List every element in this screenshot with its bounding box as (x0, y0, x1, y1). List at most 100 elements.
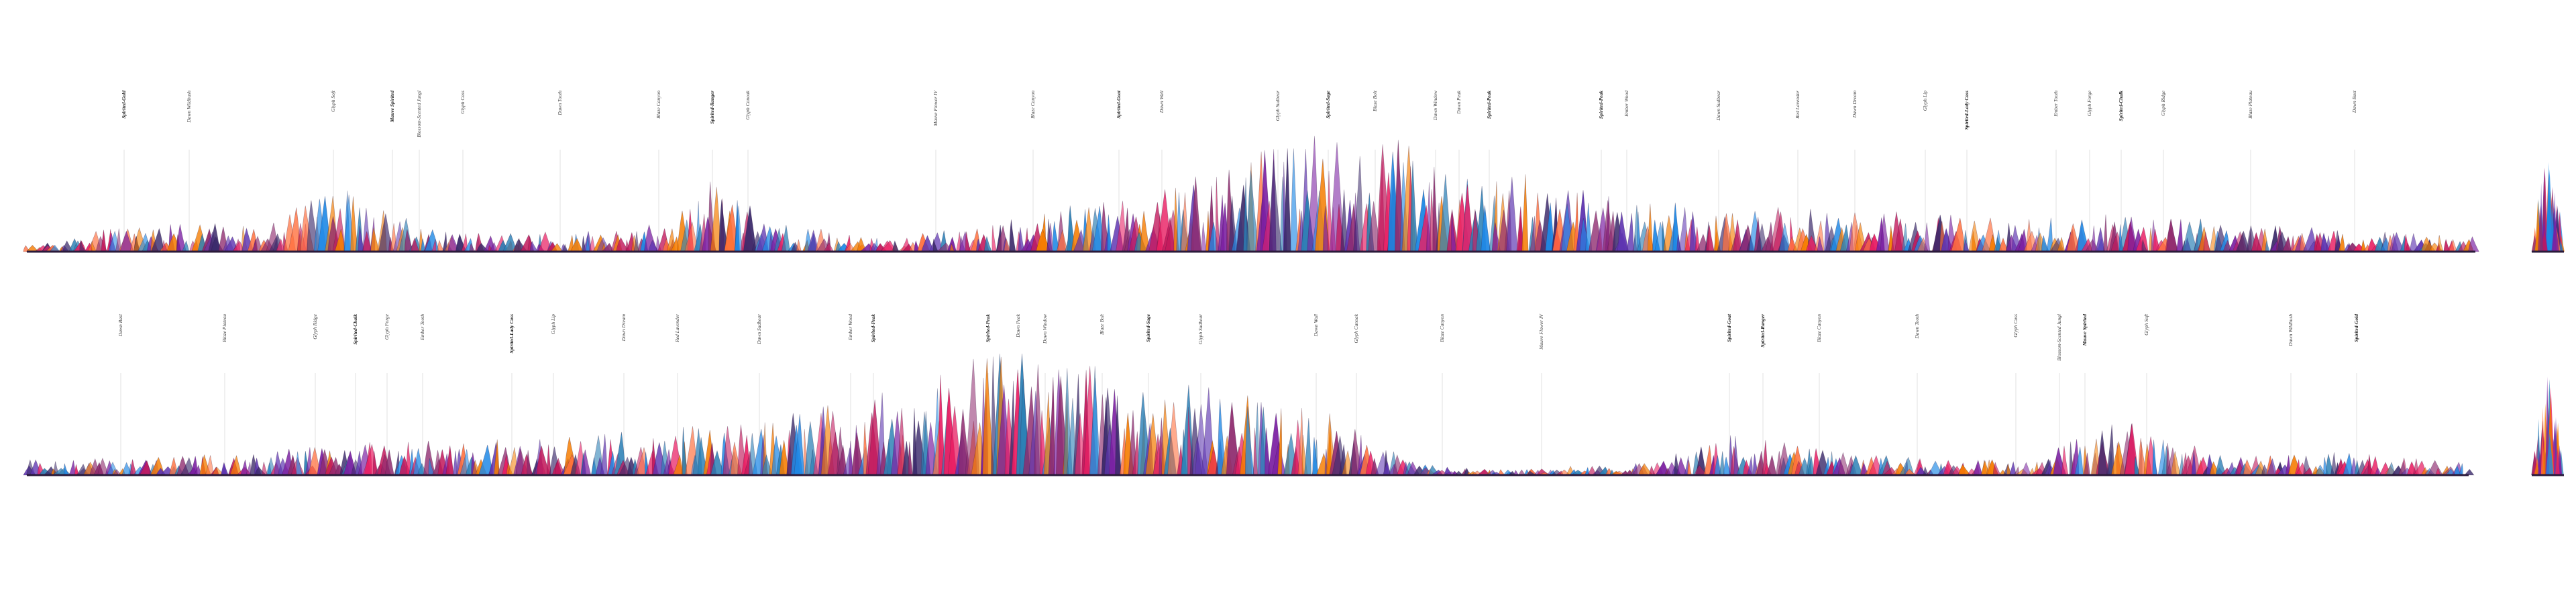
ridge-spike (2176, 219, 2184, 252)
ridge-label: Ember Tooth (419, 314, 425, 341)
ridge-spike (1107, 214, 1113, 252)
ridge-spike (2097, 430, 2108, 476)
ridge-spike (570, 238, 584, 252)
ridge-label: Spirited-Peak (985, 314, 991, 342)
ridge-spike (64, 463, 70, 476)
ridge-label: Blaze Canyon (1816, 314, 1822, 342)
ridge-label: Ember Wood (847, 314, 853, 341)
thumbnail-spike (2546, 433, 2554, 475)
ridge-spike (493, 439, 500, 476)
ridge-label: Spirited-Peak (1598, 91, 1604, 119)
ridge-label: Dawn Sudbear (756, 314, 762, 345)
ridge-label: Glyph Soft (2143, 313, 2149, 336)
ridge-spike (1766, 455, 1777, 476)
ridge-spike (2103, 214, 2108, 252)
ridge-spike (1992, 462, 2002, 476)
ridge-spike (796, 239, 802, 252)
ridge-label: Dawn Wall (1159, 91, 1165, 113)
ridge-spike (2170, 451, 2181, 476)
ridge-spike (2427, 460, 2443, 476)
ridge-spike (1521, 174, 1529, 252)
thumbnail-spike (2545, 185, 2553, 252)
ridge-label: Spirited-Chalk (2118, 91, 2124, 121)
ridge-spike (527, 450, 533, 476)
ridge-label: Blossom-Scented Jungl (416, 91, 422, 138)
ridge-spike (2084, 452, 2090, 476)
ridge-label: Dawn Peak (1015, 313, 1021, 338)
ridge-spike (469, 242, 476, 252)
ridge-label: Glyph Forge (384, 313, 390, 340)
ridge-label: Spirited-Peak (870, 314, 876, 342)
ridge-spike (1973, 459, 1983, 476)
ridge-spike (91, 241, 97, 252)
ridge-spike (585, 235, 590, 252)
ridge-spike (2057, 236, 2065, 252)
ridge-label: Glyph Lip (550, 314, 556, 334)
ridge-spike (49, 244, 60, 252)
ridge-label: Glyph Forge (2086, 90, 2092, 116)
ridge-label: Spirited-Lady Cass (508, 314, 515, 354)
ridge-spike (68, 460, 76, 476)
ridge-spike (2302, 467, 2313, 476)
ridge-spike (983, 236, 992, 252)
side-thumbnails (2531, 162, 2565, 476)
ridge-label: Dawn Dream (1851, 90, 1858, 118)
ridge-label: Spirited-Chalk (352, 314, 358, 345)
ridge-label: Glyph Ridge (312, 313, 318, 339)
ridge-spike (1303, 417, 1312, 476)
ridge-label: Blaze Canyon (1030, 91, 1036, 119)
ridge-spike (1481, 205, 1491, 252)
ridge-spike (2074, 446, 2084, 476)
ridge-spike (2191, 450, 2197, 476)
ridge-spike (221, 462, 229, 476)
thumbnail-spike (2551, 217, 2559, 252)
ridge-spike (1215, 176, 1220, 252)
ridge-label: Blaze Canyon (1439, 314, 1445, 342)
ridge-spike (794, 414, 805, 476)
row-bottom: Dawn Bast Blaze Plateau Glyph Ridge Spirite… (23, 313, 2475, 476)
ridge-spike (1747, 456, 1754, 476)
ridge-label: Blaze Canyon (655, 91, 661, 119)
ridge-spike (410, 237, 420, 252)
ridge-spike (1410, 160, 1418, 252)
ridge-label: Mauve Flower IV (1538, 313, 1544, 350)
ridge-spike (1290, 148, 1299, 252)
ridge-spike (423, 440, 436, 476)
ridge-spike (932, 238, 938, 252)
ridge-label: Dawn Bast (2351, 90, 2357, 113)
ridge-spike (1244, 406, 1254, 476)
ridge-spike (2152, 440, 2157, 476)
ridge-spike (2135, 226, 2149, 252)
ridge-spike (1904, 468, 1917, 476)
ridge-spike (1046, 223, 1054, 252)
ridge-spike (296, 451, 303, 476)
ridge-label: Mauve Spirited (2082, 314, 2088, 347)
thumbnail-spike (2537, 205, 2544, 252)
ridge-spike (1647, 203, 1654, 252)
ridge-spike (1352, 156, 1364, 252)
ridge-spike (1499, 468, 1506, 476)
ridge-label: Glyph Ridge (2160, 90, 2166, 115)
ridge-label: Mauve Flower IV (932, 90, 938, 127)
ridge-label: Spirited-Sage (1325, 90, 1331, 118)
ridge-spike (1018, 227, 1025, 252)
ridge-spike (2464, 468, 2475, 476)
ridge-label: Glyph Canoak (1353, 313, 1359, 343)
ridge-label: Glyph Lip (1922, 91, 1928, 111)
ridge-label: Glyph Soft (330, 90, 336, 112)
ridge-spike (79, 239, 86, 252)
ridge-spike (1924, 222, 1931, 252)
ridge-spike (2021, 462, 2031, 476)
ridge-label: Mauve Spirited (389, 91, 395, 123)
ridge-spike (892, 240, 900, 252)
ridge-spike (384, 449, 394, 476)
ridge-spike (1626, 213, 1634, 252)
ridge-spike (162, 240, 168, 252)
ridge-label: Spirited-Gold (2353, 314, 2359, 342)
ridge-label: Spirited-Sage (1145, 313, 1151, 342)
ridge-spike (1687, 460, 1692, 476)
ridge-label: Ember Wood (1623, 91, 1629, 117)
row-top: Spirited-Gold Dawn Wildbush Glyph Soft Mauv… (23, 90, 2479, 253)
ridge-spike (1733, 436, 1739, 476)
